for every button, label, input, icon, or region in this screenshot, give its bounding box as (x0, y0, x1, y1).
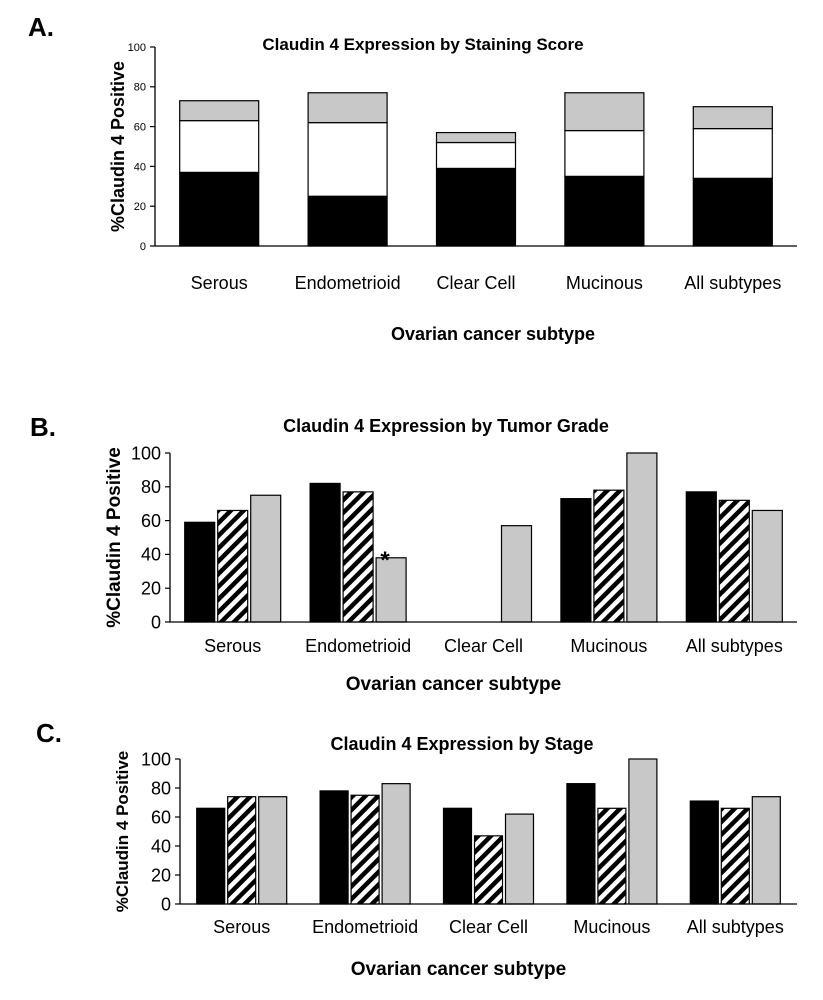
bar-serous-seg1 (179, 171, 260, 247)
x-axis-label: Ovarian cancer subtype (391, 324, 595, 344)
bar-clear-cell-s1 (442, 807, 473, 905)
panel-label-b: B. (30, 412, 56, 442)
bar-mucinous-seg3 (564, 92, 645, 132)
y-axis-label: %Claudin 4 Positive (104, 447, 125, 628)
x-axis-label: Ovarian cancer subtype (346, 674, 561, 695)
bar-endometrioid-seg3 (307, 92, 388, 124)
y-tick-label: 60 (141, 511, 161, 531)
y-tick-label: 20 (141, 579, 161, 599)
bar-clear-cell-seg3 (435, 131, 517, 144)
bar-endometrioid-seg1 (307, 195, 388, 247)
bar-all-subtypes-seg3 (692, 106, 773, 130)
bar-mucinous-s2 (597, 807, 627, 905)
bar-clear-cell-seg2 (435, 141, 517, 169)
y-tick-label: 40 (134, 161, 146, 173)
x-tick-label: Endometrioid (305, 636, 411, 656)
bar-serous-s2 (227, 796, 257, 905)
x-tick-label: Serous (204, 636, 261, 656)
bar-all-subtypes-s3 (751, 796, 781, 905)
y-tick-label: 0 (140, 241, 146, 253)
bar-mucinous-seg1 (564, 175, 645, 247)
chart-a-staining-score: Claudin 4 Expression by Staining Score 0 2… (108, 35, 797, 344)
y-tick-label: 60 (134, 121, 146, 133)
bar-serous-s1 (196, 807, 226, 905)
bar-endometrioid-s3 (375, 557, 407, 623)
bar-serous-seg3 (179, 100, 260, 122)
bar-serous-s1 (184, 521, 216, 623)
bar-all-subtypes-s2 (718, 499, 750, 623)
x-tick-label: All subtypes (686, 636, 783, 656)
bar-endometrioid-s1 (319, 790, 349, 905)
bar-all-subtypes-seg1 (692, 177, 773, 247)
y-tick-label: 100 (141, 749, 171, 769)
bar-clear-cell-seg1 (435, 167, 517, 247)
y-tick-label: 40 (151, 836, 171, 856)
x-tick-label: Mucinous (570, 636, 647, 656)
bar-endometrioid-s1 (309, 482, 341, 623)
x-tick-label: Mucinous (573, 917, 650, 937)
bar-serous-seg2 (179, 120, 260, 173)
y-tick-label: 0 (151, 612, 161, 632)
y-axis-label: %Claudin 4 Positive (108, 61, 128, 232)
bar-mucinous-seg2 (564, 129, 645, 177)
x-tick-label: Endometrioid (312, 917, 418, 937)
x-tick-label: Clear Cell (436, 273, 515, 293)
chart-title: Claudin 4 Expression by Staining Score (262, 35, 583, 54)
x-tick-label: All subtypes (687, 917, 784, 937)
bar-all-subtypes-s3 (751, 509, 783, 623)
y-tick-label: 20 (151, 865, 171, 885)
panel-label-c: C. (36, 718, 62, 748)
y-tick-label: 20 (134, 201, 146, 213)
y-tick-label: 40 (141, 545, 161, 565)
x-tick-label: Endometrioid (295, 273, 401, 293)
bar-all-subtypes-seg2 (692, 127, 773, 179)
chart-b-tumor-grade: Claudin 4 Expression by Tumor Grade 0 20 40… (104, 416, 797, 695)
x-axis-label: Ovarian cancer subtype (351, 959, 566, 980)
bar-serous-s3 (258, 796, 288, 905)
bar-serous-s2 (217, 509, 249, 623)
bar-endometrioid-s2 (350, 794, 380, 905)
bar-clear-cell-s3 (500, 525, 533, 623)
y-tick-label: 100 (131, 443, 161, 463)
y-tick-label: 80 (151, 778, 171, 798)
x-tick-label: Clear Cell (449, 917, 528, 937)
bar-all-subtypes-s1 (685, 491, 717, 623)
chart-title: Claudin 4 Expression by Tumor Grade (283, 416, 609, 436)
y-axis-label: %Claudin 4 Positive (113, 751, 132, 913)
x-tick-label: All subtypes (684, 273, 781, 293)
bar-clear-cell-s2 (473, 835, 504, 905)
bar-mucinous-s3 (628, 758, 658, 905)
significance-annotation: * (380, 547, 390, 574)
y-tick-label: 0 (161, 894, 171, 914)
y-tick-label: 60 (151, 807, 171, 827)
bar-mucinous-s2 (593, 489, 625, 623)
y-tick-label: 80 (134, 82, 146, 94)
x-tick-label: Clear Cell (444, 636, 523, 656)
bar-endometrioid-s3 (381, 783, 411, 905)
x-tick-label: Mucinous (566, 273, 643, 293)
chart-c-stage: Claudin 4 Expression by Stage 0 20 40 60 80 10… (113, 734, 797, 980)
bar-endometrioid-s2 (342, 491, 374, 623)
x-tick-label: Serous (191, 273, 248, 293)
bar-mucinous-s3 (626, 452, 658, 623)
bar-mucinous-s1 (566, 783, 596, 905)
bar-endometrioid-seg2 (307, 122, 388, 197)
bar-clear-cell-s3 (504, 813, 535, 905)
bar-all-subtypes-s2 (720, 807, 750, 905)
bar-mucinous-s1 (560, 498, 592, 623)
y-tick-label: 80 (141, 477, 161, 497)
y-tick-label: 100 (128, 42, 146, 54)
panel-label-a: A. (28, 12, 54, 42)
bar-all-subtypes-s1 (689, 800, 719, 905)
chart-title: Claudin 4 Expression by Stage (330, 734, 593, 754)
bar-serous-s3 (250, 494, 282, 623)
x-tick-label: Serous (213, 917, 270, 937)
